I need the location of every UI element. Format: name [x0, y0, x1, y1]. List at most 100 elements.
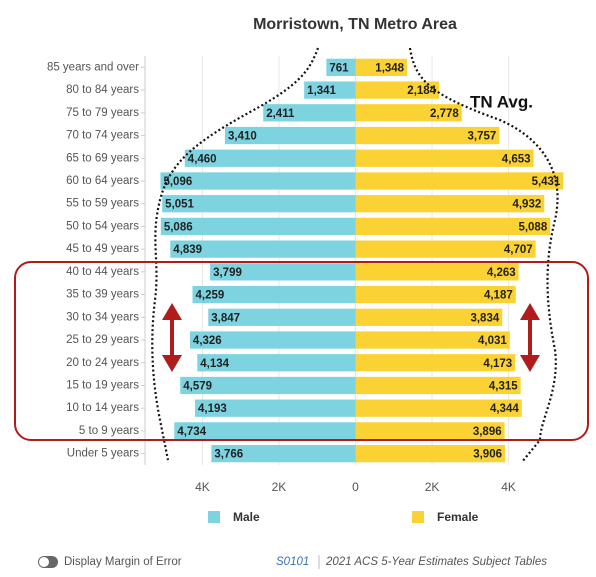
value-label: 3,410: [228, 131, 257, 143]
value-label: 5,088: [518, 221, 547, 233]
x-tick-label: 0: [352, 480, 359, 494]
value-label: 4,734: [177, 426, 206, 438]
footer: Display Margin of Error S0101 2021 ACS 5…: [38, 555, 547, 569]
plot: 4K 2K 0 2K 4K 85 years and over 80 to 84 years…: [47, 56, 564, 524]
y-tick-label: 25 to 29 years: [66, 334, 139, 346]
bar: [174, 422, 356, 440]
bar: [224, 126, 356, 145]
toggle-knob: [39, 557, 49, 567]
bar: [355, 263, 519, 281]
bar: [355, 285, 516, 304]
legend-swatch: [412, 511, 424, 523]
y-tick-label: 85 years and over: [47, 61, 139, 73]
bar: [180, 376, 356, 395]
value-label: 4,707: [504, 244, 533, 256]
y-tick-label: 35 to 39 years: [66, 289, 139, 301]
y-tick-label: 5 to 9 years: [79, 425, 139, 437]
value-label: 3,847: [211, 312, 240, 324]
x-tick-label: 2K: [272, 480, 287, 494]
y-tick-label: 70 to 74 years: [66, 130, 139, 142]
toggle-label: Display Margin of Error: [64, 556, 182, 568]
bar: [355, 126, 500, 145]
bar: [355, 399, 522, 417]
value-label: 2,778: [430, 108, 459, 120]
value-label: 4,839: [173, 244, 202, 256]
value-label: 4,173: [483, 358, 512, 370]
tn-avg-right: [408, 47, 559, 463]
value-label: 4,326: [193, 335, 222, 347]
value-label: 2,184: [407, 85, 436, 97]
value-label: 5,086: [164, 221, 193, 233]
x-tick-label: 4K: [195, 480, 210, 494]
bar: [355, 422, 505, 440]
bar: [197, 354, 356, 372]
y-tick-label: 15 to 19 years: [66, 380, 139, 392]
x-tick-label: 4K: [501, 480, 516, 494]
value-label: 1,341: [307, 85, 336, 97]
bar: [195, 399, 356, 417]
arrows: [162, 303, 540, 372]
value-label: 4,460: [188, 153, 217, 165]
value-label: 4,315: [489, 381, 518, 393]
value-label: 2,411: [266, 108, 295, 120]
bar: [355, 217, 551, 236]
table-link[interactable]: S0101: [276, 556, 309, 568]
value-label: 4,344: [490, 403, 519, 415]
bar: [210, 263, 356, 281]
bar: [355, 354, 516, 372]
y-tick-label: 40 to 44 years: [66, 266, 139, 278]
bar: [355, 172, 564, 190]
chart-title: Morristown, TN Metro Area: [253, 16, 457, 33]
bar: [208, 308, 356, 326]
bar: [170, 240, 356, 258]
x-tick-label: 2K: [425, 480, 440, 494]
value-label: 5,096: [163, 176, 192, 188]
tn-avg-left: [151, 47, 320, 461]
bar: [355, 240, 536, 258]
bar: [160, 217, 356, 236]
y-tick-label: 60 to 64 years: [66, 175, 139, 187]
y-tick-label: 65 to 69 years: [66, 152, 139, 164]
bar: [355, 331, 510, 349]
value-label: 761: [329, 62, 349, 74]
bar: [326, 58, 356, 76]
bar: [263, 104, 356, 122]
value-label: 4,031: [478, 335, 507, 347]
value-label: 1,348: [375, 62, 404, 74]
bar: [355, 104, 462, 122]
legend-label: Male: [233, 510, 260, 524]
y-tick-label: 75 to 79 years: [66, 107, 139, 119]
bar: [304, 81, 356, 99]
bar: [355, 195, 545, 213]
bar: [355, 445, 505, 463]
bar: [184, 149, 356, 167]
value-label: 4,932: [512, 199, 541, 211]
bar: [211, 445, 356, 463]
value-label: 5,051: [165, 199, 194, 211]
bar: [189, 331, 356, 349]
value-label: 4,187: [484, 290, 513, 302]
value-label: 4,193: [198, 403, 227, 415]
y-tick-label: 50 to 54 years: [66, 220, 139, 232]
bar: [162, 195, 356, 213]
value-label: 3,799: [213, 267, 242, 279]
bar: [355, 81, 440, 99]
y-tick-label: 20 to 24 years: [66, 357, 139, 369]
source: 2021 ACS 5-Year Estimates Subject Tables: [325, 556, 547, 568]
value-label: 3,757: [468, 131, 497, 143]
value-label: 4,263: [487, 267, 516, 279]
value-label: 3,906: [473, 449, 502, 461]
y-tick-label: Under 5 years: [67, 448, 139, 460]
bar: [160, 172, 356, 190]
value-label: 3,834: [470, 312, 499, 324]
value-label: 5,431: [532, 176, 561, 188]
value-label: 4,579: [183, 381, 212, 393]
value-label: 4,134: [200, 358, 229, 370]
bar: [355, 376, 521, 395]
value-label: 3,896: [473, 426, 502, 438]
value-label: 3,766: [214, 449, 243, 461]
y-tick-label: 55 to 59 years: [66, 198, 139, 210]
highlight-box: [14, 261, 589, 441]
bar: [355, 58, 408, 76]
